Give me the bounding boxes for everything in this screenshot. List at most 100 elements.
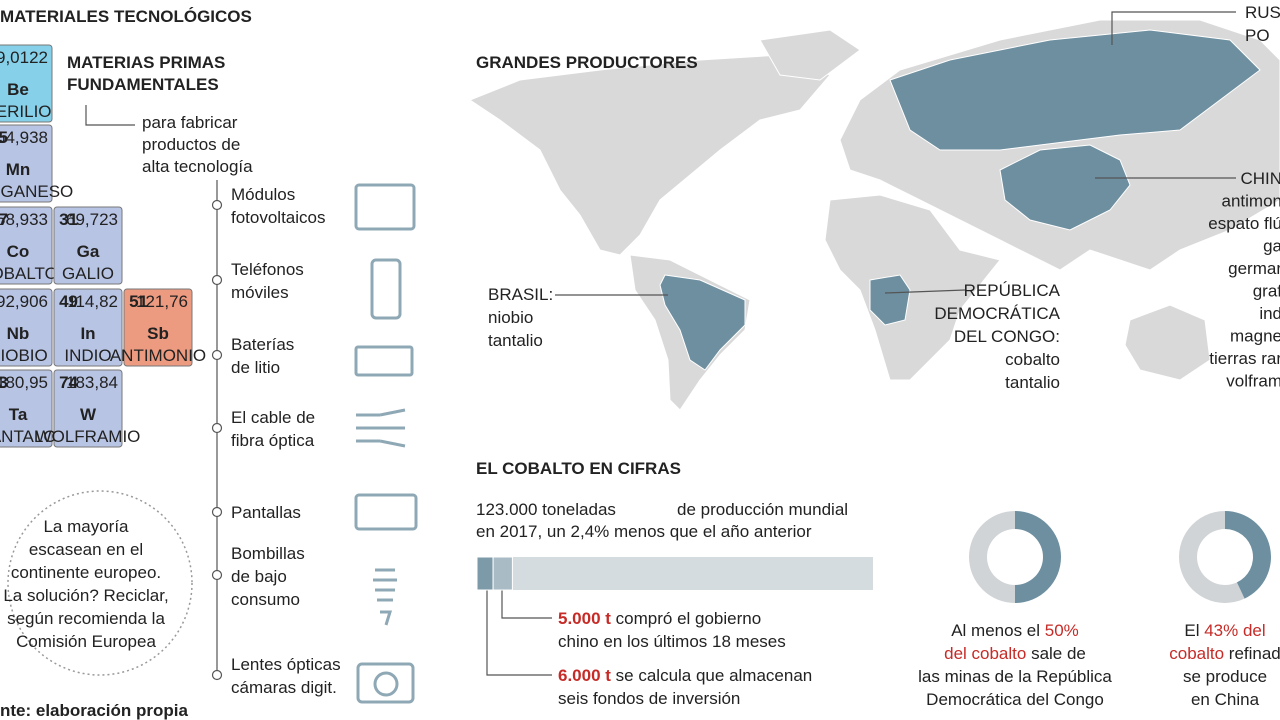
map-label: volfram [1226, 372, 1280, 391]
caption-part: en China [1191, 690, 1260, 709]
segment-highlight: 6.000 t [558, 666, 611, 685]
segment-highlight: 5.000 t [558, 609, 611, 628]
element-cell [0, 369, 53, 448]
congo [869, 274, 911, 326]
element-symbol: Nb [7, 324, 30, 343]
map-label: ga [1263, 237, 1280, 256]
note-text: según recomienda la [7, 609, 165, 628]
bar-track [477, 557, 873, 590]
element-symbol: W [80, 405, 97, 424]
bar-segment [492, 556, 513, 591]
donut-rest [968, 511, 1015, 603]
element-mass: 58,933 [0, 210, 48, 229]
leader-russia [1111, 11, 1236, 45]
map-title: GRANDES PRODUCTORES [476, 53, 698, 72]
caption-part: del cobalto [944, 644, 1026, 663]
icons [354, 183, 418, 704]
title: MATERIALES TECNOLÓGICOS [0, 7, 252, 26]
bullet [211, 274, 223, 286]
element-mass: 9,0122 [0, 48, 48, 67]
note-text: La solución? Reciclar, [3, 586, 168, 605]
use-label: Módulos [231, 185, 295, 204]
element-mass: 114,82 [67, 292, 118, 311]
subheading: productos de [142, 135, 240, 154]
greenland [759, 29, 861, 81]
element-cell [0, 206, 53, 285]
use-label: Baterías [231, 335, 294, 354]
use-label: cámaras digit. [231, 678, 337, 697]
icon-bulb [373, 568, 397, 626]
headline-rest: de producción mundial [677, 500, 848, 519]
icon-battery [354, 345, 414, 377]
icon-phone [370, 258, 402, 320]
map-label: cobalto [1005, 350, 1060, 369]
element-cell [0, 124, 53, 203]
donut-caption: cobalto refinad [1169, 644, 1280, 663]
map-label: CHIN [1240, 169, 1280, 188]
element-symbol: Sb [147, 324, 169, 343]
map-label: DEL CONGO: [954, 327, 1060, 346]
australia [1124, 304, 1211, 381]
donut-slice [1015, 511, 1061, 603]
brazil [659, 274, 746, 371]
use-label: El cable de [231, 408, 315, 427]
element-number: 51 [129, 292, 148, 311]
donut-caption: se produce [1183, 667, 1267, 686]
leader-seg-2 [486, 590, 552, 676]
use-label: Bombillas [231, 544, 305, 563]
bullet [211, 199, 223, 211]
china [999, 144, 1131, 231]
use-label: fibra óptica [231, 431, 315, 450]
map-label: germar [1228, 259, 1280, 278]
north-america [468, 54, 831, 256]
leader-sub [85, 105, 135, 126]
africa [824, 194, 1001, 381]
headline-rest: en 2017, un 2,4% menos que el año anteri… [476, 522, 812, 541]
element-cell [0, 44, 53, 123]
element-number: 5 [0, 128, 8, 147]
world-map [468, 19, 1280, 411]
donut-caption: del cobalto sale de [944, 644, 1086, 663]
map-label: espato flú [1208, 214, 1280, 233]
note-text: La mayoría [43, 517, 129, 536]
bar-segment [476, 556, 494, 591]
element-cell [53, 288, 123, 367]
element-name: WOLFRAMIO [36, 427, 141, 446]
element-symbol: Ta [9, 405, 28, 424]
source: nte: elaboración propia [0, 701, 189, 720]
element-name: COBALTO [0, 264, 58, 283]
icon-fiber [356, 408, 406, 448]
heading: MATERIAS PRIMAS [67, 53, 225, 72]
use-label: de litio [231, 358, 280, 377]
element-mass: 69,723 [66, 210, 118, 229]
note-text: Comisión Europea [16, 632, 156, 651]
map-label: tantalio [488, 331, 543, 350]
element-cell [0, 288, 53, 367]
donut-caption: en China [1191, 690, 1260, 709]
bullet [211, 669, 223, 681]
caption-part: cobalto [1169, 644, 1224, 663]
icon-screen [354, 493, 418, 531]
headline: 123.000 toneladas [476, 500, 616, 519]
element-number: 7 [0, 210, 8, 229]
bullet [211, 422, 223, 434]
element-cell [53, 369, 123, 448]
map-label: BRASIL: [488, 285, 553, 304]
map-label: PO [1245, 26, 1270, 45]
element-mass: 121,76 [136, 292, 188, 311]
donut-rest [1178, 511, 1245, 603]
segment-label: seis fondos de inversión [558, 689, 740, 708]
map-label: antimon [1222, 192, 1280, 211]
use-label: Teléfonos [231, 260, 304, 279]
element-symbol: In [80, 324, 95, 343]
segment-text: se calcula que almacenan [611, 666, 812, 685]
heading: FUNDAMENTALES [67, 75, 219, 94]
map-label: ind [1259, 304, 1280, 323]
segment-label: 5.000 t compró el gobierno [558, 609, 761, 628]
caption-part: refinad [1224, 644, 1280, 663]
element-number: 31 [59, 210, 78, 229]
subheading: alta tecnología [142, 157, 253, 176]
element-symbol: Ga [77, 242, 100, 261]
